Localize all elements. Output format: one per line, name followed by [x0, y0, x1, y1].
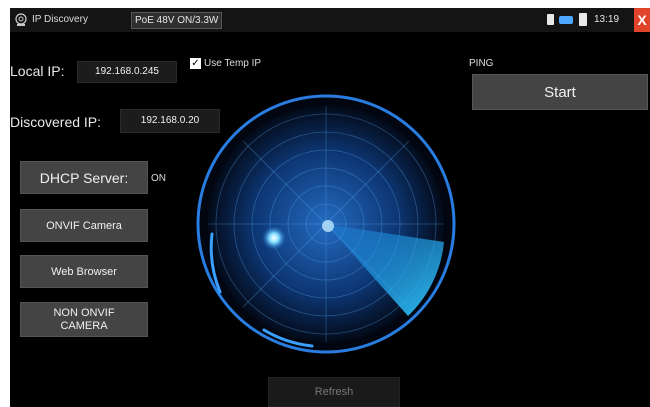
checkmark-icon: ✓ [190, 58, 201, 69]
refresh-button[interactable]: Refresh [268, 377, 400, 407]
dhcp-state: ON [151, 173, 166, 184]
battery-icon [579, 13, 587, 26]
use-temp-ip-label: Use Temp IP [204, 58, 262, 69]
local-ip-label: Local IP: [10, 63, 65, 79]
app-title: IP Discovery [32, 14, 88, 25]
clock: 13:19 [594, 14, 620, 25]
close-button[interactable]: X [634, 8, 650, 32]
local-ip-field[interactable]: 192.168.0.245 [77, 61, 177, 83]
start-button[interactable]: Start [472, 74, 648, 110]
usb-icon [559, 16, 573, 24]
discovered-ip-field[interactable]: 192.168.0.20 [120, 109, 220, 133]
radar-icon [15, 13, 27, 26]
non-onvif-line2: CAMERA [60, 319, 108, 332]
onvif-camera-button[interactable]: ONVIF Camera [20, 209, 148, 242]
app-screen: IP Discovery PoE 48V ON/3.3W 13:19 X Loc… [10, 8, 650, 407]
poe-status-badge: PoE 48V ON/3.3W [131, 12, 223, 29]
radar-sweep [326, 224, 444, 316]
radar-center-icon [322, 220, 334, 232]
ping-label: PING [469, 58, 494, 69]
status-bar: IP Discovery PoE 48V ON/3.3W 13:19 X [10, 8, 650, 32]
radar-blip-icon [262, 226, 286, 250]
non-onvif-camera-button[interactable]: NON ONVIF CAMERA [20, 302, 148, 337]
radar-arc-left [209, 232, 222, 294]
radar-display [196, 94, 456, 354]
non-onvif-line1: NON ONVIF [53, 306, 115, 319]
sd-card-icon [547, 14, 554, 25]
discovered-ip-label: Discovered IP: [10, 114, 102, 130]
web-browser-button[interactable]: Web Browser [20, 255, 148, 288]
dhcp-server-button[interactable]: DHCP Server: [20, 161, 148, 194]
use-temp-ip-checkbox[interactable]: ✓ Use Temp IP [190, 58, 261, 69]
radar-arc-bottom [262, 328, 314, 348]
